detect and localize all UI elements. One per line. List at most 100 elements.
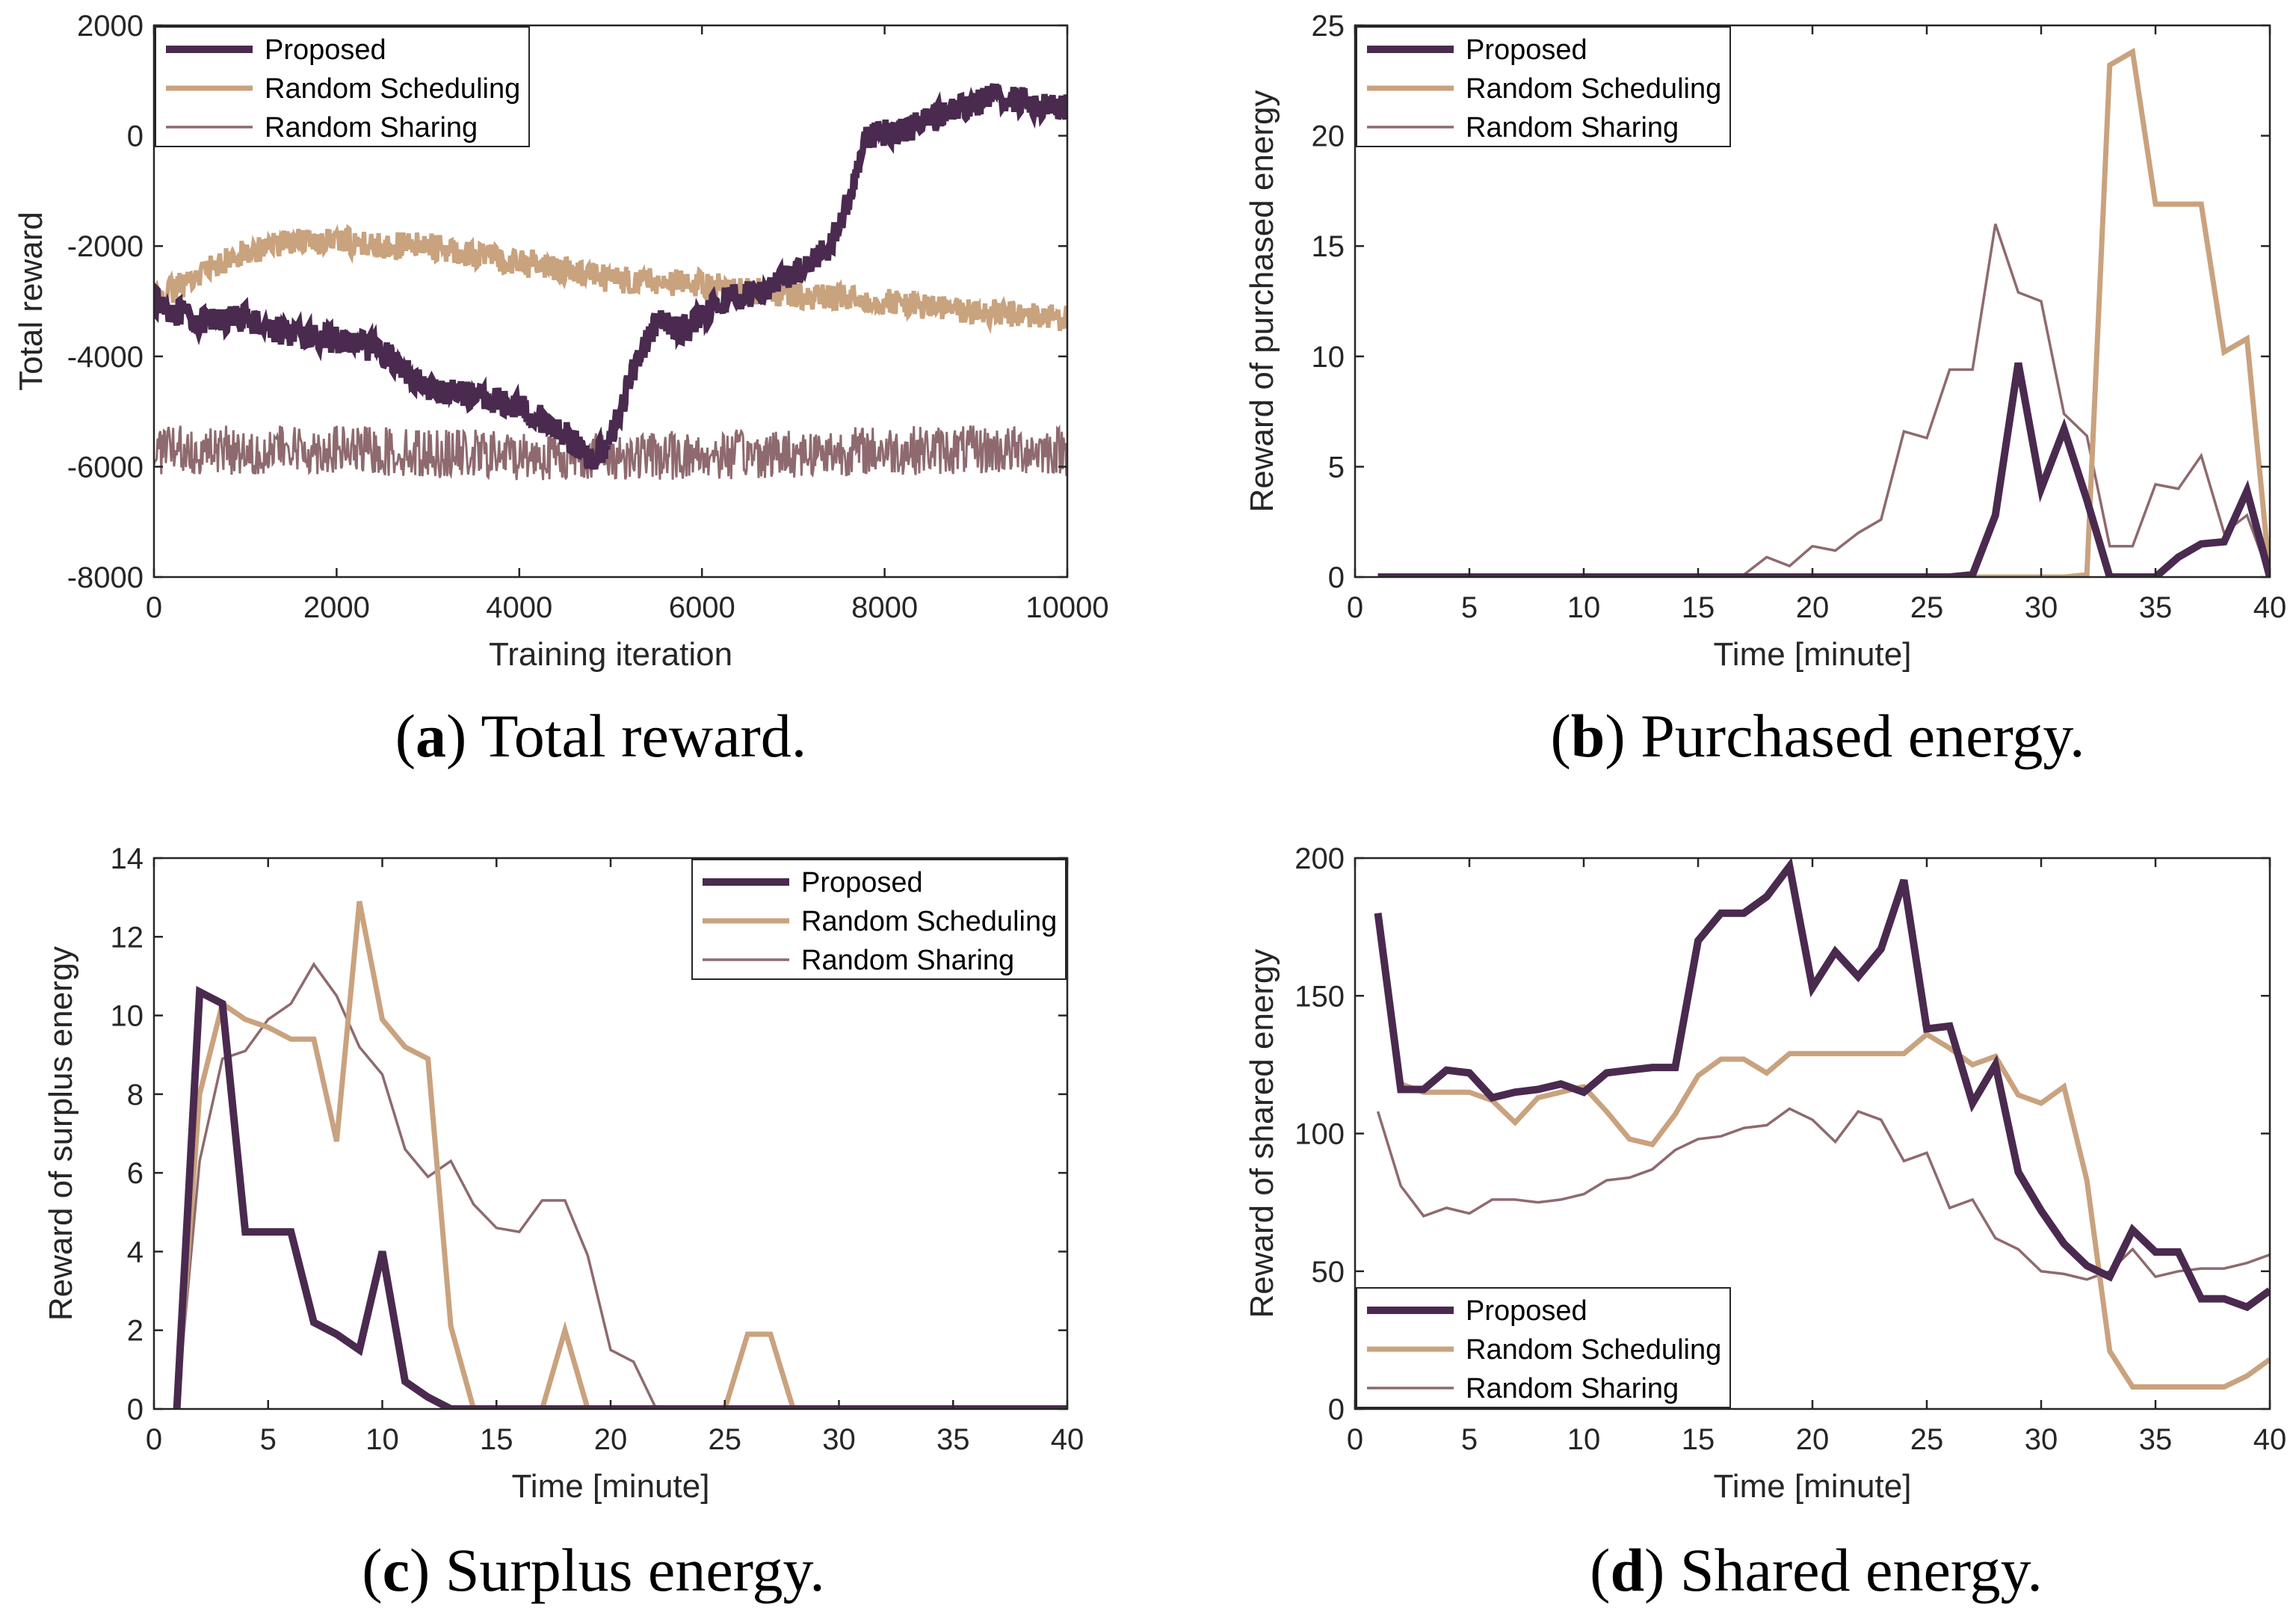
- legend: Proposed Random Scheduling Random Sharing: [1356, 1287, 1731, 1408]
- y-tick-label: -4000: [67, 341, 144, 374]
- x-tick-label: 30: [2025, 591, 2058, 624]
- x-tick-label: 2000: [303, 591, 370, 624]
- x-tick-label: 6000: [669, 591, 735, 624]
- caption-close-paren: ): [1605, 702, 1641, 770]
- caption-open-paren: (: [1590, 1536, 1610, 1604]
- series-line-random-scheduling: [1375, 913, 2270, 1390]
- y-tick-label: -6000: [67, 451, 144, 484]
- x-tick-label: 15: [1682, 1423, 1715, 1456]
- legend-label: Random Scheduling: [1466, 1334, 1721, 1366]
- series-line-proposed: [154, 83, 1067, 470]
- y-tick-label: -8000: [67, 561, 144, 594]
- caption-letter: a: [416, 702, 446, 770]
- y-tick-label: 10: [1312, 341, 1345, 374]
- x-tick-label: 5: [260, 1423, 277, 1456]
- legend-label: Random Scheduling: [265, 73, 520, 105]
- x-tick-label: 0: [146, 1423, 162, 1456]
- chart-a: 0 2000 4000 6000 8000 10000 -8000 -6000 -4000 -20…: [13, 10, 1109, 770]
- caption-close-paren: ): [410, 1536, 445, 1604]
- legend-label: Proposed: [265, 34, 386, 66]
- y-tick-label: 0: [127, 120, 144, 153]
- x-axis-label: Time [minute]: [1714, 636, 1912, 673]
- caption: (b) Purchased energy.: [1550, 702, 2084, 770]
- caption: (c) Surplus energy.: [362, 1536, 824, 1604]
- x-tick-label: 5: [1461, 1423, 1478, 1456]
- x-tick-label: 0: [146, 591, 162, 624]
- series-line-random-sharing: [1377, 223, 2270, 577]
- legend-label: Proposed: [1466, 34, 1587, 66]
- legend-label: Proposed: [801, 867, 923, 898]
- chart-d: 0 5 10 15 20 25 30 35 40 0 50 100 150 200 Time [minute…: [1244, 842, 2286, 1604]
- x-tick-label: 40: [2253, 591, 2287, 624]
- legend: Proposed Random Scheduling Random Sharing: [691, 859, 1067, 980]
- x-tick-label: 15: [1682, 591, 1715, 624]
- x-tick-label: 10: [1567, 1423, 1601, 1456]
- x-tick-label: 8000: [851, 591, 918, 624]
- caption-text: Purchased energy.: [1641, 702, 2084, 770]
- caption-letter: d: [1610, 1536, 1644, 1604]
- caption-close-paren: ): [446, 702, 481, 770]
- series-line-random-scheduling: [154, 223, 1067, 335]
- x-tick-label: 15: [480, 1423, 513, 1456]
- y-axis-label: Reward of shared energy: [1244, 949, 1280, 1318]
- x-axis-label: Time [minute]: [512, 1468, 710, 1505]
- series-line-random-scheduling: [174, 901, 1067, 1409]
- x-axis-label: Time [minute]: [1714, 1468, 1912, 1505]
- caption-text: Surplus energy.: [445, 1536, 825, 1604]
- y-tick-label: 10: [111, 1000, 144, 1033]
- x-tick-label: 35: [2139, 1423, 2173, 1456]
- y-tick-label: 15: [1312, 230, 1345, 263]
- y-tick-label: 20: [1312, 120, 1345, 153]
- y-tick-label: 150: [1294, 980, 1345, 1013]
- x-tick-label: 35: [936, 1423, 970, 1456]
- caption-text: Shared energy.: [1680, 1536, 2043, 1604]
- y-tick-label: 0: [1328, 561, 1345, 594]
- x-tick-label: 25: [709, 1423, 742, 1456]
- legend-label: Random Scheduling: [801, 906, 1057, 937]
- x-tick-label: 10: [365, 1423, 399, 1456]
- y-tick-label: 14: [111, 842, 144, 875]
- x-tick-label: 25: [1910, 591, 1944, 624]
- legend-label: Random Sharing: [1466, 1373, 1679, 1404]
- legend-label: Random Sharing: [1466, 112, 1679, 144]
- y-tick-label: 50: [1312, 1256, 1345, 1289]
- y-tick-label: 25: [1312, 10, 1345, 43]
- caption-open-paren: (: [1550, 702, 1570, 770]
- y-tick-label: 4: [127, 1236, 144, 1268]
- caption-close-paren: ): [1644, 1536, 1680, 1604]
- y-tick-label: 0: [1328, 1393, 1345, 1426]
- y-tick-label: 12: [111, 921, 144, 954]
- y-tick-label: 0: [127, 1393, 144, 1426]
- legend: Proposed Random Scheduling Random Sharing: [155, 26, 530, 147]
- series-line-random-sharing: [175, 961, 1067, 1409]
- legend-label: Random Sharing: [801, 945, 1014, 976]
- x-tick-label: 25: [1910, 1423, 1944, 1456]
- x-tick-label: 20: [594, 1423, 628, 1456]
- y-axis-label: Reward of surplus energy: [43, 946, 79, 1321]
- y-tick-label: 200: [1294, 842, 1345, 875]
- y-tick-label: 6: [127, 1157, 144, 1190]
- axes-box: [152, 24, 1069, 579]
- legend-label: Proposed: [1466, 1295, 1587, 1327]
- caption-open-paren: (: [395, 702, 416, 770]
- y-tick-label: 2000: [77, 10, 144, 43]
- caption-open-paren: (: [362, 1536, 382, 1604]
- x-tick-label: 4000: [486, 591, 552, 624]
- x-tick-label: 5: [1461, 591, 1478, 624]
- series-group: [1374, 858, 2270, 1390]
- series-line-random-sharing: [1376, 1107, 2270, 1281]
- x-tick-label: 40: [1051, 1423, 1084, 1456]
- y-tick-label: 5: [1328, 451, 1345, 484]
- series-group: [154, 83, 1067, 481]
- caption-text: Total reward.: [481, 702, 806, 770]
- x-tick-label: 30: [2025, 1423, 2058, 1456]
- x-tick-label: 20: [1796, 591, 1830, 624]
- series-group: [1377, 47, 2270, 577]
- series-line-random-scheduling: [1377, 47, 2270, 577]
- x-tick-label: 0: [1347, 1423, 1363, 1456]
- x-axis-label: Training iteration: [489, 636, 732, 673]
- series-line-proposed: [1377, 362, 2270, 577]
- x-tick-label: 10: [1567, 591, 1601, 624]
- legend-label: Random Scheduling: [1466, 73, 1721, 105]
